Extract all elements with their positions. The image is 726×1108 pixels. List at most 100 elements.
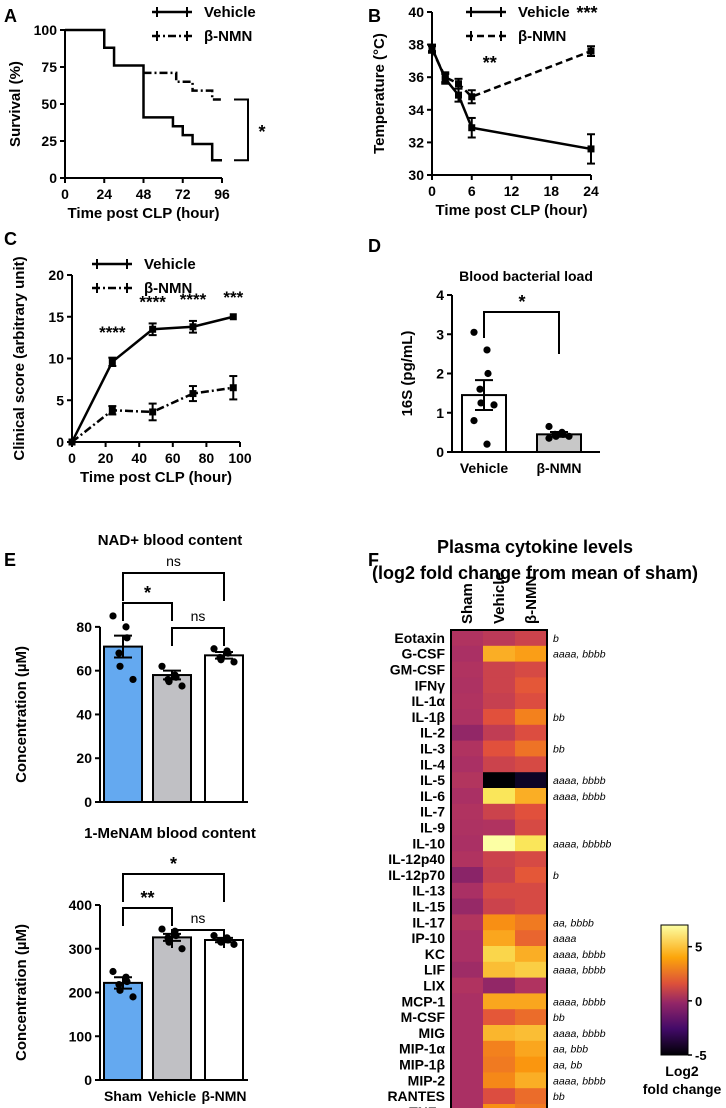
heatmap-cell <box>483 740 515 757</box>
y-tick-label: 0 <box>84 1072 92 1088</box>
significance-marker: * <box>258 122 265 142</box>
heatmap-cell <box>515 898 547 915</box>
x-tick-label: 24 <box>583 183 599 199</box>
heatmap-cell <box>483 630 515 647</box>
significance-bracket <box>122 602 173 621</box>
heatmap-cell <box>451 882 483 900</box>
row-label: IL-17 <box>412 914 445 930</box>
significance-bracket <box>122 572 225 601</box>
row-label: MIP-1α <box>399 1041 445 1057</box>
colorbar <box>660 924 689 1056</box>
heatmap-cell <box>483 709 515 726</box>
heatmap-cell <box>483 1025 515 1042</box>
panel-letter-c: C <box>4 229 17 249</box>
heatmap-cell <box>515 803 547 821</box>
heatmap-cell <box>515 993 547 1010</box>
row-label: MCP-1 <box>401 993 445 1009</box>
heatmap-cell <box>451 772 483 789</box>
heatmap-cell <box>483 693 515 710</box>
column-label: β-NMN <box>523 576 540 624</box>
data-point <box>189 323 197 331</box>
panel-letter-b: B <box>368 6 381 26</box>
scatter-point <box>483 346 491 354</box>
legend-label: Vehicle <box>518 4 570 21</box>
panel-letter-a: A <box>4 6 17 26</box>
data-point <box>149 408 157 416</box>
data-point <box>229 313 237 321</box>
heatmap-cell <box>515 693 547 710</box>
row-annotation: aaaa, bbbb <box>553 649 606 661</box>
scatter-point <box>483 440 491 448</box>
heatmap-cell <box>451 961 483 979</box>
row-annotation: bb <box>553 1012 565 1024</box>
scatter-point <box>217 938 225 946</box>
significance-bracket <box>171 929 225 948</box>
category-label: Sham <box>104 1088 142 1104</box>
heatmap-cell <box>451 1009 483 1026</box>
significance-marker: * <box>518 292 525 312</box>
data-point <box>229 384 237 392</box>
scatter-point <box>545 422 553 431</box>
row-annotation: aaaa, bbbb <box>553 791 606 803</box>
significance-marker: ** <box>483 53 497 73</box>
heatmap-cell <box>483 977 515 994</box>
row-annotation: aaaa, bbbb <box>553 996 606 1008</box>
scatter-point <box>165 678 173 686</box>
heatmap-cell <box>483 1104 515 1108</box>
heatmap-cell <box>483 661 515 678</box>
y-axis-label: Temperature (°C) <box>371 33 388 154</box>
y-tick-label: 2 <box>436 366 444 382</box>
heatmap-cell <box>451 867 483 884</box>
legend-label: Vehicle <box>204 4 256 21</box>
y-tick-label: 4 <box>436 287 444 303</box>
column-label: Sham <box>459 583 476 624</box>
x-tick-label: 24 <box>96 186 112 202</box>
heatmap-cell <box>483 1009 515 1026</box>
row-label: IL-12p40 <box>388 851 445 867</box>
row-label: IL-15 <box>412 899 445 915</box>
heatmap-cell <box>483 645 515 663</box>
panel-letter-d: D <box>368 236 381 256</box>
row-annotation: aaaa, bbbb <box>553 1075 606 1087</box>
x-tick-label: 60 <box>165 450 181 466</box>
y-tick-label: 20 <box>48 267 64 283</box>
heatmap-frame <box>450 629 548 1108</box>
bar-2 <box>204 939 244 1081</box>
heatmap-cell <box>451 898 483 915</box>
heatmap-cell <box>451 819 483 836</box>
significance-marker: **** <box>139 292 166 311</box>
scatter-point <box>470 417 478 425</box>
scatter-point <box>224 649 232 657</box>
y-tick-label: 0 <box>436 444 444 460</box>
x-tick-label: 80 <box>199 450 215 466</box>
significance-marker: ns <box>191 608 206 624</box>
heatmap-cell <box>515 677 547 694</box>
heatmap-cell <box>451 803 483 821</box>
heatmap-cell <box>483 835 515 852</box>
row-label: GM-CSF <box>390 662 446 678</box>
scatter-point <box>178 682 186 690</box>
x-tick-label: 6 <box>468 183 476 199</box>
heatmap-cell <box>515 946 547 963</box>
significance-marker: *** <box>223 288 243 307</box>
row-annotation: aaaa <box>553 933 577 945</box>
row-label: IP-10 <box>412 930 446 946</box>
heatmap-cell <box>451 914 483 931</box>
x-axis-label: Time post CLP (hour) <box>68 205 220 222</box>
y-tick-label: 100 <box>69 1028 93 1044</box>
x-tick-label: 0 <box>61 186 69 202</box>
row-label: IL-9 <box>420 820 445 836</box>
scatter-point <box>109 612 117 620</box>
significance-marker: ** <box>140 888 154 908</box>
y-tick-label: 5 <box>56 392 64 408</box>
row-annotation: aaaa, bbbb <box>553 775 606 787</box>
bar-1 <box>152 936 192 1081</box>
heatmap-cell <box>515 835 547 852</box>
row-annotation: aa, bbbb <box>553 917 594 929</box>
row-label: IL-2 <box>420 725 445 741</box>
x-tick-label: 96 <box>214 186 230 202</box>
scatter-point <box>477 399 485 407</box>
category-label: Vehicle <box>148 1088 196 1104</box>
heatmap-cell <box>483 898 515 915</box>
heatmap-cell <box>451 630 483 647</box>
